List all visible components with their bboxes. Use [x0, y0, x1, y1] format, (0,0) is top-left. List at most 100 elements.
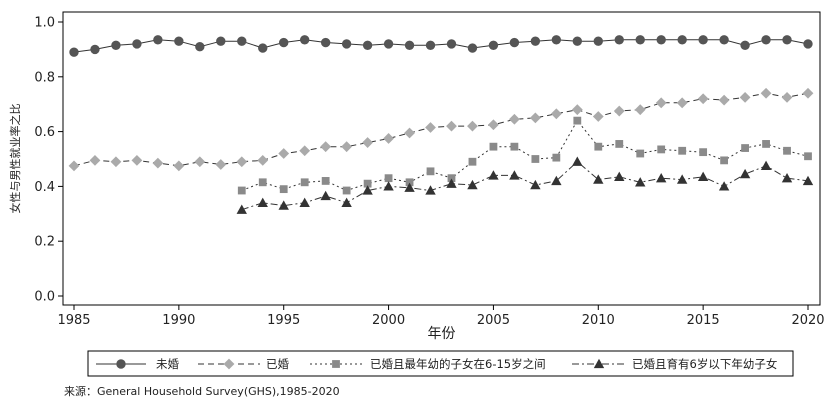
data-point [510, 142, 519, 151]
data-point [383, 39, 394, 49]
data-point [278, 148, 290, 159]
data-point [613, 105, 625, 117]
data-point [739, 168, 751, 179]
data-point [573, 116, 582, 125]
y-tick-label: 0.0 [34, 290, 55, 305]
data-point [236, 156, 248, 168]
data-point [781, 172, 793, 183]
data-point [362, 40, 373, 50]
data-point [69, 47, 79, 57]
data-point [529, 112, 541, 124]
data-point [635, 35, 645, 45]
series-3 [237, 116, 812, 195]
data-point [299, 197, 310, 207]
legend-marker [116, 359, 126, 369]
legend-item-3: 已婚且最年幼的子女在6-15岁之间 [310, 357, 546, 371]
data-point [802, 87, 814, 99]
data-point [257, 197, 268, 207]
data-point [802, 175, 814, 186]
series-line [73, 39, 809, 53]
data-point [593, 174, 604, 184]
data-point [468, 157, 477, 166]
data-point [676, 97, 688, 109]
data-point [488, 170, 499, 180]
data-point [783, 146, 791, 155]
data-point [383, 133, 394, 144]
data-point [592, 111, 604, 122]
data-point [615, 140, 624, 148]
legend: 未婚 已婚 已婚且最年幼的子女在6-15岁之间 已婚且育有6岁以下年幼子女 [87, 350, 794, 377]
legend-marker [332, 360, 340, 368]
data-point [363, 179, 372, 188]
x-tick-label: 2000 [372, 313, 405, 328]
data-point [362, 185, 373, 195]
data-point [781, 91, 793, 103]
data-point [718, 181, 730, 191]
data-point [739, 91, 751, 103]
data-point [341, 197, 352, 207]
data-point [404, 127, 415, 139]
data-point [131, 154, 143, 166]
data-point [614, 171, 625, 181]
series-2 [68, 87, 814, 172]
data-point [488, 119, 499, 131]
data-point [804, 152, 812, 161]
data-point [634, 104, 646, 116]
data-point [405, 178, 414, 187]
legend-label: 已婚且最年幼的子女在6-15岁之间 [370, 357, 546, 371]
data-point [90, 44, 100, 55]
data-point [656, 35, 666, 45]
data-point [320, 190, 331, 201]
x-tick-label: 2015 [687, 313, 720, 328]
x-tick-label: 2010 [582, 313, 615, 328]
plot-frame [62, 11, 821, 306]
y-tick-label: 0.4 [34, 180, 55, 195]
data-point [762, 140, 770, 148]
data-point [68, 160, 80, 172]
data-point [110, 156, 122, 168]
data-point [718, 94, 730, 106]
data-point [237, 186, 246, 195]
legend-label: 已婚 [266, 357, 289, 371]
data-point [89, 154, 101, 166]
data-point [425, 185, 436, 195]
data-point [699, 148, 708, 157]
legend-item-2: 已婚 [198, 357, 289, 371]
data-point [384, 174, 393, 183]
data-point [447, 174, 456, 183]
data-point [362, 137, 373, 148]
data-point [571, 104, 583, 116]
data-point [467, 179, 478, 190]
data-point [383, 181, 394, 191]
data-point [299, 145, 311, 157]
data-point [572, 36, 583, 46]
data-point [279, 37, 289, 48]
x-tick-label: 1990 [162, 313, 195, 328]
data-point [278, 200, 289, 210]
data-point [550, 108, 562, 120]
data-point [489, 142, 498, 151]
x-tick-label: 2020 [791, 313, 824, 328]
x-tick-label: 1985 [57, 313, 90, 328]
data-point [467, 120, 478, 132]
data-point [153, 35, 163, 45]
data-point [321, 177, 330, 185]
data-point [635, 177, 646, 187]
legend-item-4: 已婚且育有6岁以下年幼子女 [572, 357, 777, 371]
data-point [236, 204, 247, 214]
y-tick-label: 1.0 [34, 16, 55, 31]
data-point [279, 185, 288, 194]
data-point [636, 149, 645, 158]
data-point [761, 35, 771, 45]
data-point [509, 170, 520, 180]
y-tick-label: 0.2 [34, 235, 55, 250]
data-point [551, 35, 562, 45]
y-tick-label: 0.6 [34, 125, 55, 140]
legend-label: 已婚且育有6岁以下年幼子女 [632, 357, 777, 371]
y-tick-label: 0.8 [34, 70, 55, 85]
data-point [740, 40, 750, 50]
data-point [446, 120, 457, 132]
data-point [152, 157, 164, 169]
data-point [446, 178, 457, 188]
data-point [760, 87, 772, 99]
